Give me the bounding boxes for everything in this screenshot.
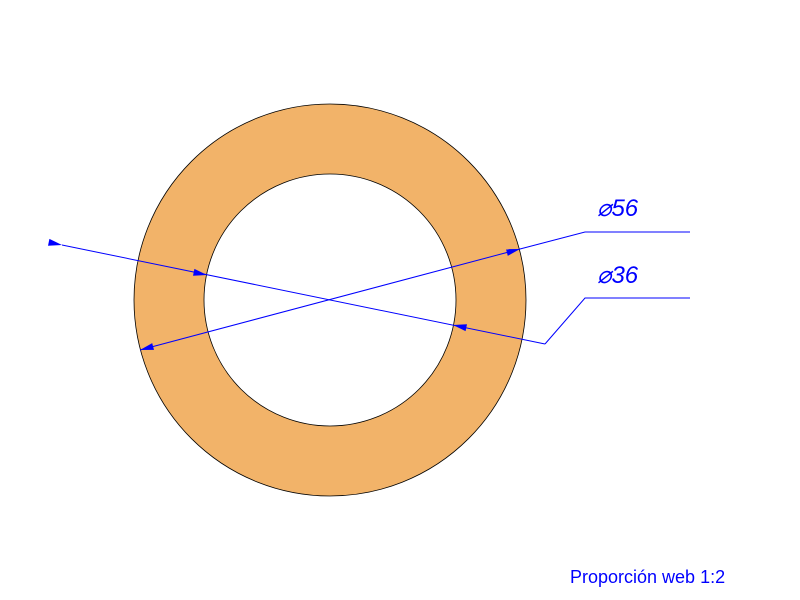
outer-diameter-label: ⌀56 [597, 194, 638, 223]
inner-diameter-label: ⌀36 [597, 261, 638, 290]
outer-dimension-line [140, 232, 690, 350]
scale-footer-text: Proporción web 1:2 [570, 567, 725, 588]
diagram-canvas [0, 0, 800, 600]
